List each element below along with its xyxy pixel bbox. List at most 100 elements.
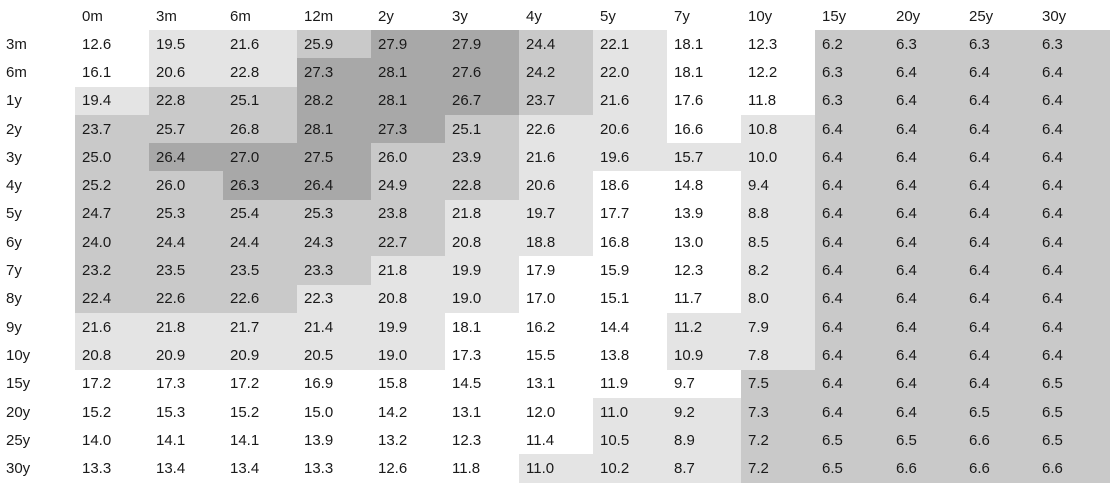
heatmap-cell: 6.6	[889, 454, 962, 483]
heatmap-cell: 17.9	[519, 256, 593, 285]
heatmap-cell: 27.9	[445, 30, 519, 59]
heatmap-cell: 22.8	[223, 58, 297, 87]
heatmap-cell: 6.4	[962, 369, 1035, 398]
heatmap-cell: 10.9	[667, 341, 741, 370]
heatmap-cell: 6.4	[815, 397, 889, 427]
heatmap-cell: 13.8	[593, 341, 667, 370]
heatmap-row-6y: 6y 24.0 24.4 24.4 24.3 22.7 20.8 18.8 16.8 13.0 8.…	[0, 228, 1110, 257]
heatmap-cell: 6.4	[1035, 312, 1110, 342]
heatmap-cell: 21.4	[297, 312, 371, 342]
heatmap-cell: 26.0	[371, 143, 445, 172]
heatmap-row-15y: 15y 17.2 17.3 17.2 16.9 15.8 14.5 13.1 11.9 9.7 7.…	[0, 369, 1110, 398]
heatmap-cell: 13.9	[297, 426, 371, 455]
heatmap-cell: 19.4	[75, 86, 149, 115]
heatmap-cell: 27.6	[445, 58, 519, 87]
heatmap-cell: 6.4	[889, 397, 962, 427]
heatmap-cell: 6.4	[962, 86, 1035, 115]
heatmap-cell: 13.0	[667, 228, 741, 257]
heatmap-cell: 21.8	[149, 312, 223, 342]
heatmap-cell: 8.7	[667, 454, 741, 483]
heatmap-cell: 6.3	[815, 86, 889, 115]
heatmap-cell: 28.1	[297, 114, 371, 144]
heatmap-cell: 7.5	[741, 369, 815, 398]
heatmap-cell: 6.2	[815, 30, 889, 59]
heatmap-cell: 21.8	[445, 199, 519, 229]
heatmap-cell: 6.5	[1035, 397, 1110, 427]
row-header-2y: 2y	[6, 120, 22, 138]
heatmap-cell: 16.2	[519, 312, 593, 342]
heatmap-cell: 17.7	[593, 199, 667, 229]
heatmap-cell: 13.4	[223, 454, 297, 483]
heatmap-cell: 25.0	[75, 143, 149, 172]
heatmap-cell: 6.4	[815, 228, 889, 257]
heatmap-cell: 23.2	[75, 256, 149, 285]
heatmap-cell: 8.8	[741, 199, 815, 229]
heatmap-cell: 12.6	[75, 30, 149, 59]
heatmap-cell: 6.4	[1035, 143, 1110, 172]
heatmap-cell: 23.3	[297, 256, 371, 285]
heatmap-cell: 7.2	[741, 426, 815, 455]
row-header-3y: 3y	[6, 148, 22, 166]
heatmap-cell: 12.2	[741, 58, 815, 87]
heatmap-cell: 18.1	[667, 30, 741, 59]
heatmap-cell: 6.4	[889, 171, 962, 200]
heatmap-cell: 13.1	[519, 369, 593, 398]
heatmap-cell: 6.4	[962, 312, 1035, 342]
heatmap-cell: 9.2	[667, 397, 741, 427]
heatmap-cell: 6.4	[962, 228, 1035, 257]
heatmap-cell: 10.5	[593, 426, 667, 455]
heatmap-cell: 9.4	[741, 171, 815, 200]
heatmap-cell: 16.1	[75, 58, 149, 87]
heatmap-cell: 24.4	[223, 228, 297, 257]
column-header-2y: 2y	[378, 7, 394, 25]
heatmap-cell: 6.5	[889, 426, 962, 455]
heatmap-row-1y: 1y 19.4 22.8 25.1 28.2 28.1 26.7 23.7 21.6 17.6 11…	[0, 86, 1110, 115]
heatmap-cell: 10.0	[741, 143, 815, 172]
row-header-4y: 4y	[6, 177, 22, 195]
heatmap-cell: 20.8	[445, 228, 519, 257]
column-header-row: 0m 3m 6m 12m 2y 3y 4y 5y 7y 10y 15y 20y 25y 30y	[0, 0, 1110, 30]
heatmap-cell: 6.4	[1035, 58, 1110, 87]
heatmap-cell: 6.4	[889, 199, 962, 229]
heatmap-cell: 6.4	[1035, 114, 1110, 144]
row-header-8y: 8y	[6, 290, 22, 308]
heatmap-cell: 20.6	[149, 58, 223, 87]
heatmap-cell: 26.4	[149, 143, 223, 172]
heatmap-cell: 15.8	[371, 369, 445, 398]
heatmap-cell: 11.0	[519, 454, 593, 483]
column-header-5y: 5y	[600, 7, 616, 25]
heatmap-cell: 20.9	[223, 341, 297, 370]
heatmap-cell: 19.7	[519, 199, 593, 229]
heatmap-cell: 18.6	[593, 171, 667, 200]
heatmap-cell: 6.4	[889, 228, 962, 257]
heatmap-cell: 14.1	[149, 426, 223, 455]
heatmap-cell: 22.6	[149, 284, 223, 313]
heatmap-cell: 19.6	[593, 143, 667, 172]
heatmap-cell: 26.0	[149, 171, 223, 200]
heatmap-cell: 22.6	[223, 284, 297, 313]
heatmap-cell: 21.6	[593, 86, 667, 115]
heatmap-cell: 24.4	[149, 228, 223, 257]
heatmap-cell: 6.6	[962, 454, 1035, 483]
heatmap-cell: 22.7	[371, 228, 445, 257]
row-header-6y: 6y	[6, 233, 22, 251]
heatmap-cell: 6.4	[889, 284, 962, 313]
heatmap-cell: 22.1	[593, 30, 667, 59]
row-header-7y: 7y	[6, 262, 22, 280]
heatmap-cell: 11.2	[667, 312, 741, 342]
heatmap-cell: 6.3	[889, 30, 962, 59]
heatmap-cell: 6.4	[962, 143, 1035, 172]
heatmap-cell: 24.3	[297, 228, 371, 257]
heatmap-cell: 14.0	[75, 426, 149, 455]
heatmap-cell: 6.4	[889, 114, 962, 144]
heatmap-cell: 26.8	[223, 114, 297, 144]
heatmap-cell: 19.0	[371, 341, 445, 370]
heatmap-cell: 7.2	[741, 454, 815, 483]
heatmap-cell: 25.4	[223, 199, 297, 229]
heatmap-cell: 25.3	[149, 199, 223, 229]
heatmap-cell: 6.3	[1035, 30, 1110, 59]
heatmap-row-9y: 9y 21.6 21.8 21.7 21.4 19.9 18.1 16.2 14.4 11.2 7.…	[0, 312, 1110, 342]
heatmap-cell: 22.6	[519, 114, 593, 144]
heatmap-cell: 6.4	[1035, 228, 1110, 257]
heatmap-cell: 6.4	[962, 58, 1035, 87]
